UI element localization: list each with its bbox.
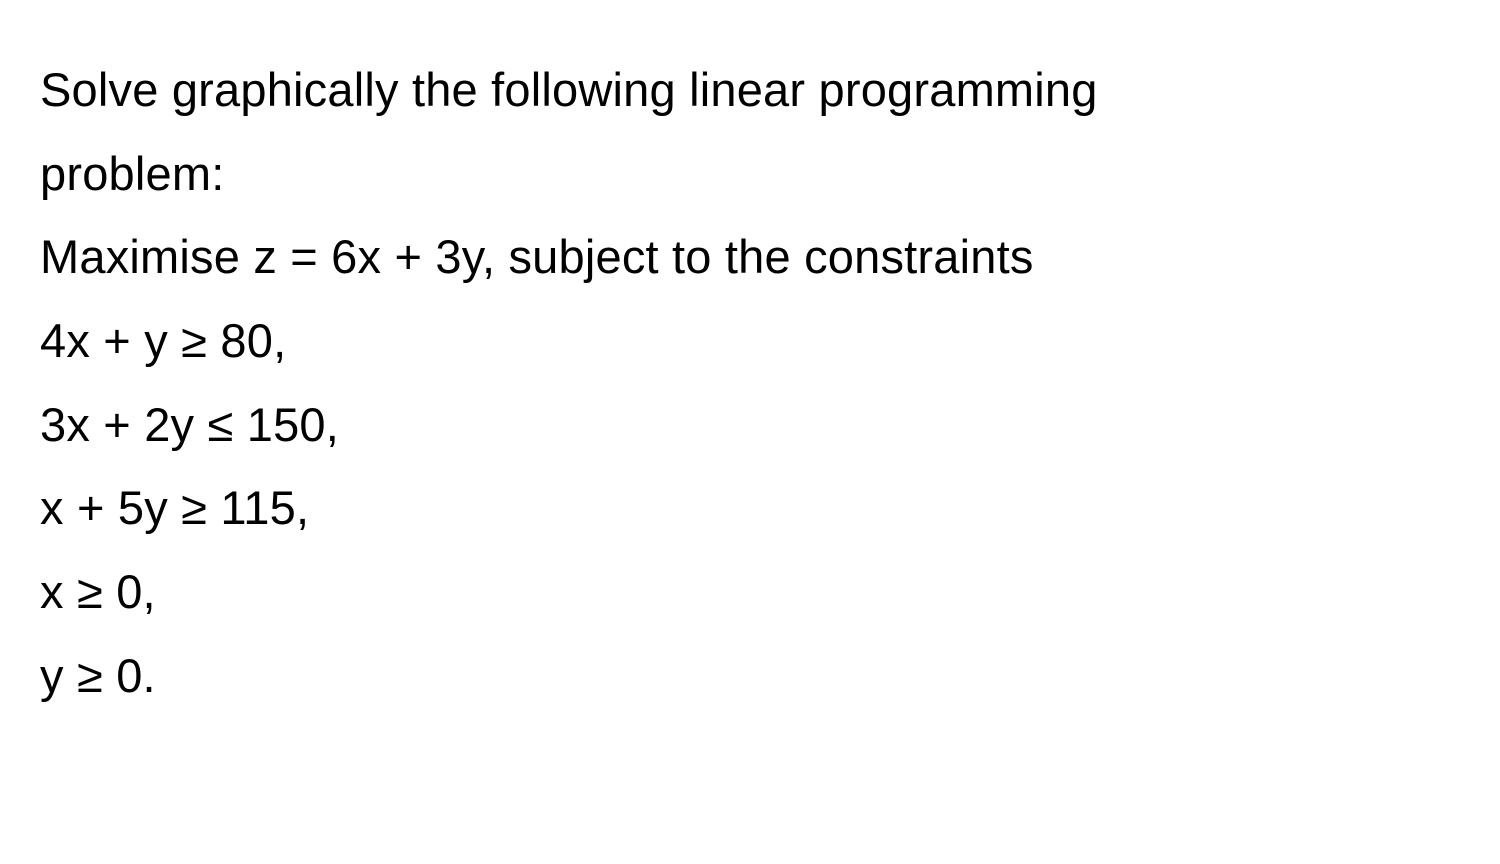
text-line-1: Solve graphically the following linear p… — [40, 48, 1460, 132]
constraint-line-2: 3x + 2y ≤ 150, — [40, 383, 1460, 467]
constraint-line-1: 4x + y ≥ 80, — [40, 299, 1460, 383]
constraint-line-4: x ≥ 0, — [40, 550, 1460, 634]
constraint-line-5: y ≥ 0. — [40, 634, 1460, 718]
problem-text: Solve graphically the following linear p… — [0, 0, 1500, 717]
text-line-2: problem: — [40, 132, 1460, 216]
constraint-line-3: x + 5y ≥ 115, — [40, 466, 1460, 550]
text-line-3: Maximise z = 6x + 3y, subject to the con… — [40, 215, 1460, 299]
